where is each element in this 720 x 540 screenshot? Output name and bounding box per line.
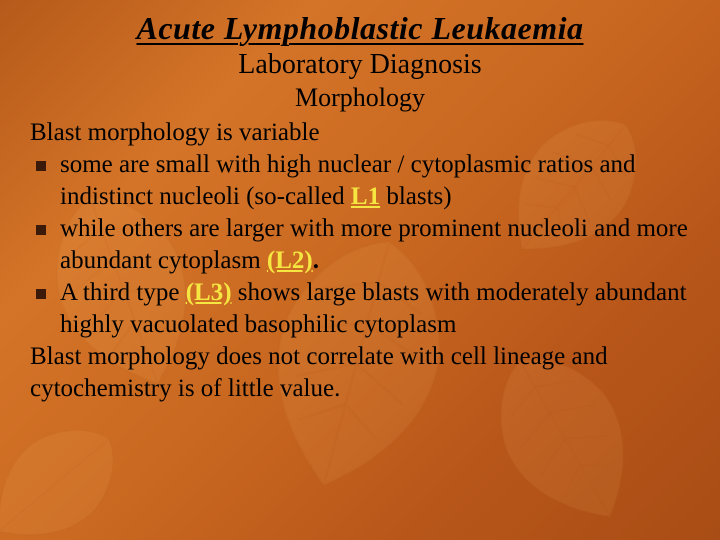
section-heading: Morphology [30, 83, 690, 113]
bullet-text: while others are larger with more promin… [60, 213, 690, 277]
list-item: some are small with high nuclear / cytop… [30, 149, 690, 213]
l3-code: (L3) [186, 279, 232, 306]
slide-subtitle: Laboratory Diagnosis [30, 49, 690, 81]
bullet-icon [36, 225, 46, 235]
l1-code: L1 [351, 183, 380, 210]
body-text: Blast morphology is variable some are sm… [30, 117, 690, 405]
bullet-icon [36, 161, 46, 171]
l2-code: (L2) [267, 247, 313, 274]
slide-content: Acute Lymphoblastic Leukaemia Laboratory… [0, 0, 720, 540]
list-item: A third type (L3) shows large blasts wit… [30, 277, 690, 341]
bullet-text: A third type (L3) shows large blasts wit… [60, 277, 690, 341]
bullet-text: some are small with high nuclear / cytop… [60, 149, 690, 213]
slide-title: Acute Lymphoblastic Leukaemia [30, 10, 690, 47]
outro-line: Blast morphology does not correlate with… [30, 341, 690, 405]
intro-line: Blast morphology is variable [30, 117, 690, 149]
bullet-icon [36, 289, 46, 299]
list-item: while others are larger with more promin… [30, 213, 690, 277]
